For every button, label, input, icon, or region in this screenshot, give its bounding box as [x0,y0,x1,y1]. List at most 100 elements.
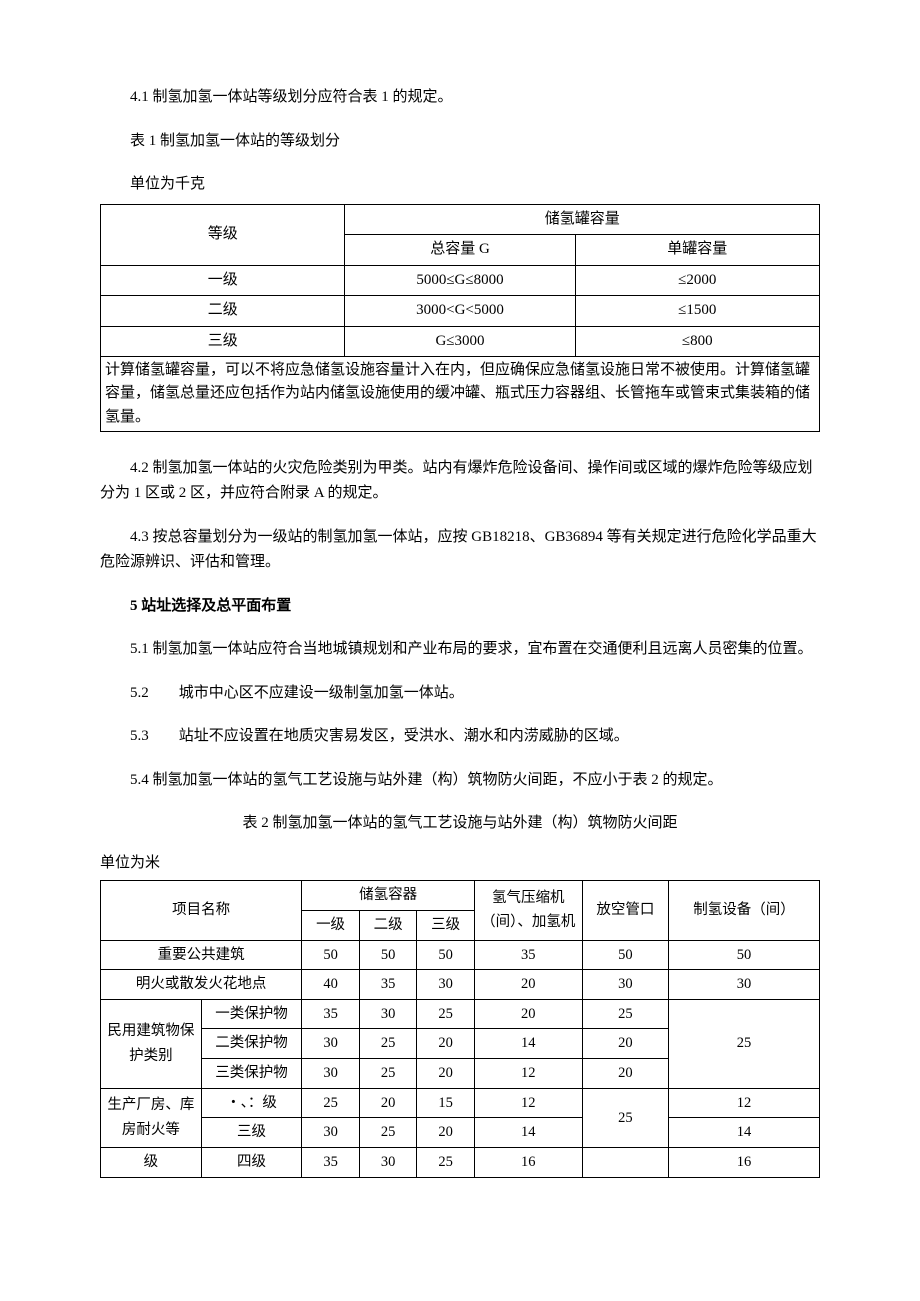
t2-cell: 30 [302,1029,360,1059]
t2-cell: 生产厂房、库房耐火等 [101,1088,202,1147]
para-4-1: 4.1 制氢加氢一体站等级划分应符合表 1 的规定。 [100,85,820,111]
t2-cell: 25 [417,999,475,1029]
t2-cell: ・、：级 [201,1088,302,1118]
table-row: 一级 5000≤G≤8000 ≤2000 [101,265,820,296]
table-row: 三级 G≤3000 ≤800 [101,326,820,357]
t2-cell: 20 [582,1059,668,1089]
t2-cell: 35 [302,1148,360,1178]
t2-cell: 16 [668,1148,819,1178]
t2-h-l3: 三级 [417,910,475,940]
para-5-3: 5.3 站址不应设置在地质灾害易发区，受洪水、潮水和内涝威胁的区域。 [100,724,820,750]
t2-h-vessel: 储氢容器 [302,881,475,911]
t2-cell: 50 [668,940,819,970]
t2-cell: 30 [359,1148,417,1178]
t2-cell: 12 [668,1088,819,1118]
table-row: 民用建筑物保护类别 一类保护物 35 30 25 20 25 25 [101,999,820,1029]
t2-cell: 明火或散发火花地点 [101,970,302,1000]
t2-h-item: 项目名称 [101,881,302,940]
table-row: 三级 30 25 20 14 14 [101,1118,820,1148]
t2-cell: 民用建筑物保护类别 [101,999,202,1088]
t1-h-total: 总容量 G [345,235,575,266]
t2-h-vent: 放空管口 [582,881,668,940]
t2-cell: 14 [474,1118,582,1148]
t2-cell: 20 [582,1029,668,1059]
t2-h-equip: 制氢设备（间） [668,881,819,940]
t1-note: 计算储氢罐容量，可以不将应急储氢设施容量计入在内，但应确保应急储氢设施日常不被使… [101,357,820,432]
t2-cell: 二类保护物 [201,1029,302,1059]
t2-cell: 20 [474,970,582,1000]
t2-cell: 50 [359,940,417,970]
t2-cell: 15 [417,1088,475,1118]
table-row: 重要公共建筑 50 50 50 35 50 50 [101,940,820,970]
t2-cell: 30 [359,999,417,1029]
para-4-3: 4.3 按总容量划分为一级站的制氢加氢一体站，应按 GB18218、GB3689… [100,525,820,576]
para-5-2: 5.2 城市中心区不应建设一级制氢加氢一体站。 [100,681,820,707]
t2-cell: 30 [302,1059,360,1089]
t2-cell: 三类保护物 [201,1059,302,1089]
t1-cell: 二级 [101,296,345,327]
t2-h-l2: 二级 [359,910,417,940]
t1-cell: ≤1500 [575,296,819,327]
t1-h-single: 单罐容量 [575,235,819,266]
t2-cell: 25 [668,999,819,1088]
para-4-2: 4.2 制氢加氢一体站的火灾危险类别为甲类。站内有爆炸危险设备间、操作间或区域的… [100,456,820,507]
t2-cell: 30 [417,970,475,1000]
table-row: 明火或散发火花地点 40 35 30 20 30 30 [101,970,820,1000]
t1-h-capacity: 储氢罐容量 [345,204,820,235]
table-row: 二级 3000<G<5000 ≤1500 [101,296,820,327]
t2-cell: 25 [359,1118,417,1148]
t2-cell: 14 [474,1029,582,1059]
t2-cell: 12 [474,1088,582,1118]
t2-cell: 25 [359,1029,417,1059]
table2-unit: 单位为米 [100,851,820,877]
t1-cell: ≤2000 [575,265,819,296]
t2-cell: 30 [302,1118,360,1148]
para-5-1: 5.1 制氢加氢一体站应符合当地城镇规划和产业布局的要求，宜布置在交通便利且远离… [100,637,820,663]
t2-cell: 35 [474,940,582,970]
t2-cell [582,1148,668,1178]
table-row: 级 四级 35 30 25 16 16 [101,1148,820,1178]
table1-caption: 表 1 制氢加氢一体站的等级划分 [100,129,820,155]
t1-h-level: 等级 [101,204,345,265]
t2-cell: 重要公共建筑 [101,940,302,970]
t2-cell: 16 [474,1148,582,1178]
t2-cell: 50 [582,940,668,970]
t2-cell: 一类保护物 [201,999,302,1029]
t2-cell: 20 [417,1029,475,1059]
t2-cell: 35 [302,999,360,1029]
table-2: 项目名称 储氢容器 氢气压缩机（间）、加氢机 放空管口 制氢设备（间） 一级 二… [100,880,820,1177]
t1-cell: 3000<G<5000 [345,296,575,327]
t1-cell: 一级 [101,265,345,296]
t1-cell: ≤800 [575,326,819,357]
t2-cell: 25 [359,1059,417,1089]
t2-cell: 25 [302,1088,360,1118]
table1-unit: 单位为千克 [100,172,820,198]
table-1: 等级 储氢罐容量 总容量 G 单罐容量 一级 5000≤G≤8000 ≤2000… [100,204,820,432]
t1-cell: G≤3000 [345,326,575,357]
t2-cell: 50 [417,940,475,970]
table-row: 生产厂房、库房耐火等 ・、：级 25 20 15 12 25 12 [101,1088,820,1118]
t1-note-row: 计算储氢罐容量，可以不将应急储氢设施容量计入在内，但应确保应急储氢设施日常不被使… [101,357,820,432]
t2-cell: 25 [582,1088,668,1147]
t1-cell: 三级 [101,326,345,357]
t2-h-comp: 氢气压缩机（间）、加氢机 [474,881,582,940]
table2-caption: 表 2 制氢加氢一体站的氢气工艺设施与站外建（构）筑物防火间距 [100,811,820,837]
t2-cell: 25 [417,1148,475,1178]
t2-cell: 四级 [201,1148,302,1178]
t2-cell: 12 [474,1059,582,1089]
t2-cell: 级 [101,1148,202,1178]
section-5-title: 5 站址选择及总平面布置 [100,594,820,620]
t2-cell: 14 [668,1118,819,1148]
t2-cell: 三级 [201,1118,302,1148]
para-5-4: 5.4 制氢加氢一体站的氢气工艺设施与站外建（构）筑物防火间距，不应小于表 2 … [100,768,820,794]
t2-h-l1: 一级 [302,910,360,940]
t2-cell: 20 [417,1059,475,1089]
t2-cell: 50 [302,940,360,970]
t1-cell: 5000≤G≤8000 [345,265,575,296]
t2-cell: 40 [302,970,360,1000]
t2-cell: 20 [474,999,582,1029]
t2-cell: 35 [359,970,417,1000]
t2-cell: 20 [359,1088,417,1118]
t2-cell: 25 [582,999,668,1029]
t2-cell: 30 [668,970,819,1000]
